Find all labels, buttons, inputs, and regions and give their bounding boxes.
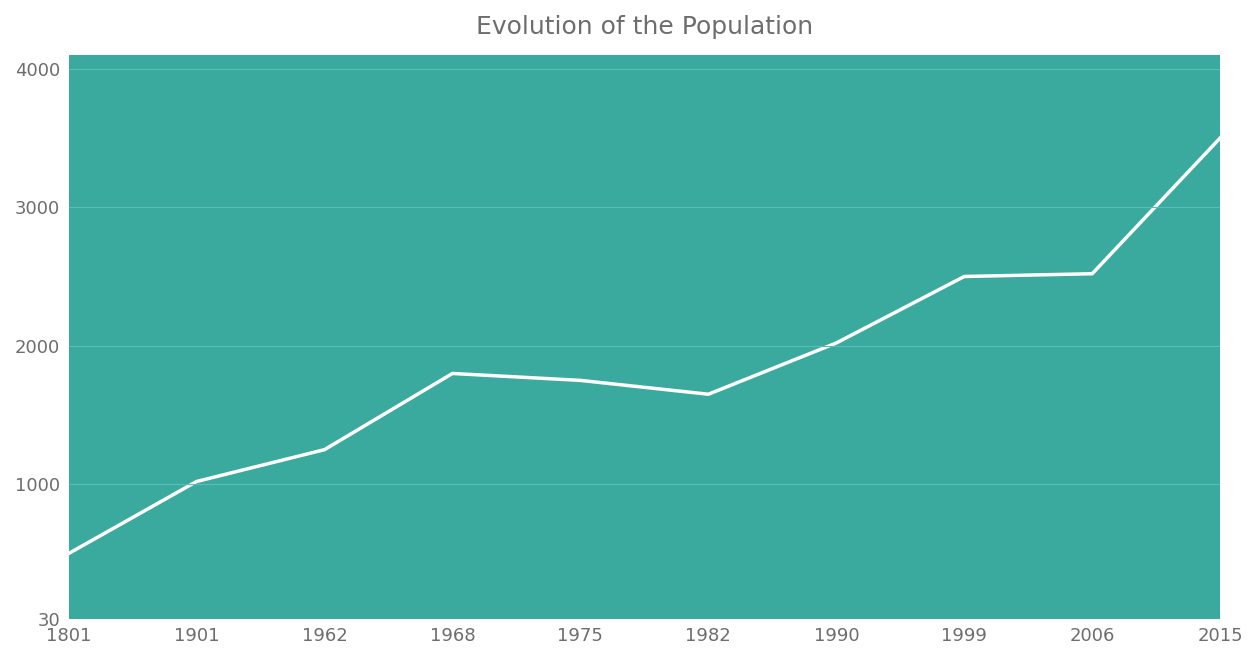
Title: Evolution of the Population: Evolution of the Population — [476, 15, 813, 39]
